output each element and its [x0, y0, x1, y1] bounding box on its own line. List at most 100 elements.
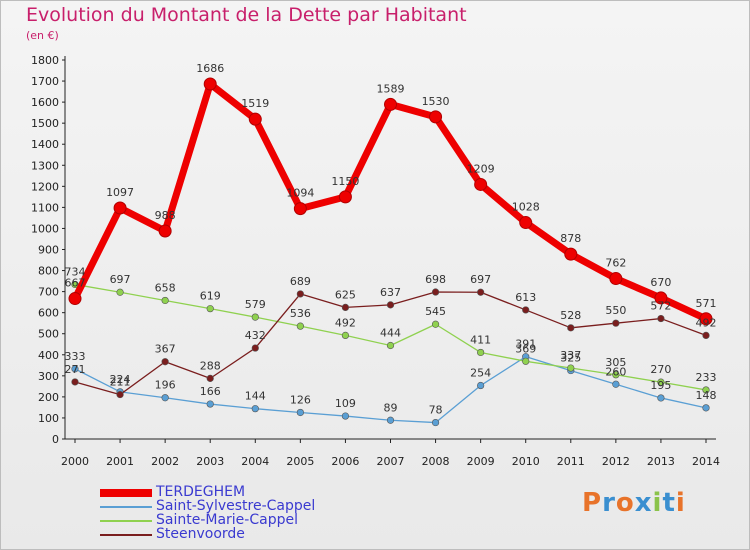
- data-point: [251, 344, 259, 352]
- data-point: [657, 314, 665, 323]
- data-point: [612, 380, 620, 388]
- data-point: [654, 291, 668, 305]
- data-point: [477, 288, 485, 296]
- data-label: 1209: [467, 162, 495, 175]
- data-label: 1530: [422, 95, 450, 108]
- data-point: [567, 324, 575, 332]
- data-label: 305: [605, 356, 626, 369]
- data-label: 1519: [241, 97, 269, 110]
- y-tick-label: 600: [38, 307, 59, 320]
- data-point: [161, 394, 169, 402]
- data-point: [341, 331, 350, 340]
- y-tick-label: 1100: [31, 201, 59, 214]
- data-label: 697: [470, 273, 491, 286]
- data-point: [657, 378, 665, 386]
- data-point: [248, 112, 262, 126]
- data-label: 658: [155, 281, 176, 294]
- data-point: [522, 306, 530, 314]
- y-tick-label: 1300: [31, 159, 59, 172]
- y-tick-label: 200: [38, 391, 59, 404]
- x-tick-label: 2013: [647, 455, 675, 468]
- data-point: [203, 77, 217, 91]
- legend-label: Saint-Sylvestre-Cappel: [156, 498, 316, 514]
- data-label: 988: [155, 209, 176, 222]
- data-point: [206, 305, 214, 313]
- data-label: 762: [605, 257, 626, 270]
- data-point: [612, 319, 620, 327]
- legend-label: Sainte-Marie-Cappel: [156, 512, 298, 528]
- data-point: [702, 331, 710, 340]
- y-tick-label: 300: [38, 370, 59, 383]
- x-tick-label: 2011: [557, 455, 585, 468]
- data-label: 670: [650, 276, 671, 289]
- legend-swatch: [100, 489, 152, 497]
- data-point: [68, 292, 82, 306]
- data-label: 571: [696, 297, 717, 310]
- data-label: 78: [429, 404, 443, 417]
- legend-label: TERDEGHEM: [156, 484, 246, 500]
- x-tick-label: 2005: [286, 455, 314, 468]
- data-label: 369: [515, 342, 536, 355]
- data-point: [477, 381, 485, 390]
- data-point: [206, 374, 214, 382]
- y-tick-label: 900: [38, 244, 59, 257]
- x-tick-label: 2002: [151, 455, 179, 468]
- data-label: 528: [560, 309, 581, 322]
- data-label: 270: [650, 363, 671, 376]
- data-point: [116, 288, 124, 296]
- data-label: 667: [65, 277, 86, 290]
- y-tick-label: 1800: [31, 54, 59, 67]
- data-label: 333: [65, 350, 86, 363]
- data-label: 492: [335, 316, 356, 329]
- data-point: [657, 394, 665, 402]
- data-point: [341, 303, 350, 312]
- data-label: 619: [200, 290, 221, 303]
- y-tick-label: 1600: [31, 96, 59, 109]
- legend-item: Steenvoorde: [100, 526, 360, 542]
- y-tick-label: 0: [52, 433, 59, 446]
- data-label: 613: [515, 291, 536, 304]
- chart-title: Evolution du Montant de la Dette par Hab…: [26, 4, 467, 26]
- proxiti-logo: Proxiti: [582, 488, 686, 518]
- data-point: [296, 408, 304, 417]
- legend-swatch: [100, 520, 152, 522]
- data-label: 1097: [106, 186, 134, 199]
- data-point: [431, 320, 440, 328]
- data-point: [431, 418, 440, 427]
- data-label: 579: [245, 298, 266, 311]
- legend-swatch: [100, 534, 152, 536]
- x-tick-label: 2007: [377, 455, 405, 468]
- x-tick-label: 2014: [692, 455, 720, 468]
- x-tick-label: 2010: [512, 455, 540, 468]
- data-label: 689: [290, 275, 311, 288]
- data-point: [384, 97, 397, 111]
- data-point: [702, 404, 710, 412]
- x-tick-label: 2003: [196, 455, 224, 468]
- data-label: 271: [65, 363, 86, 376]
- data-label: 550: [605, 304, 626, 317]
- data-label: 1589: [377, 82, 405, 95]
- data-point: [474, 177, 488, 191]
- data-point: [113, 201, 127, 215]
- data-point: [612, 371, 620, 379]
- data-label: 224: [110, 373, 131, 386]
- data-label: 196: [155, 379, 176, 392]
- y-tick-label: 1700: [31, 75, 59, 88]
- data-label: 878: [560, 232, 581, 245]
- legend-item: TERDEGHEM: [100, 484, 360, 500]
- data-label: 492: [696, 316, 717, 329]
- data-point: [386, 301, 395, 309]
- y-tick-label: 400: [38, 349, 59, 362]
- data-point: [609, 272, 623, 286]
- y-tick-label: 800: [38, 265, 59, 278]
- x-tick-label: 2000: [61, 455, 89, 468]
- data-label: 432: [245, 329, 266, 342]
- x-tick-label: 2012: [602, 455, 630, 468]
- data-point: [161, 296, 169, 305]
- data-label: 367: [155, 343, 176, 356]
- data-point: [251, 405, 259, 413]
- legend-label: Steenvoorde: [156, 526, 245, 542]
- data-point: [116, 390, 124, 399]
- x-tick-label: 2006: [331, 455, 359, 468]
- data-label: 211: [110, 376, 131, 389]
